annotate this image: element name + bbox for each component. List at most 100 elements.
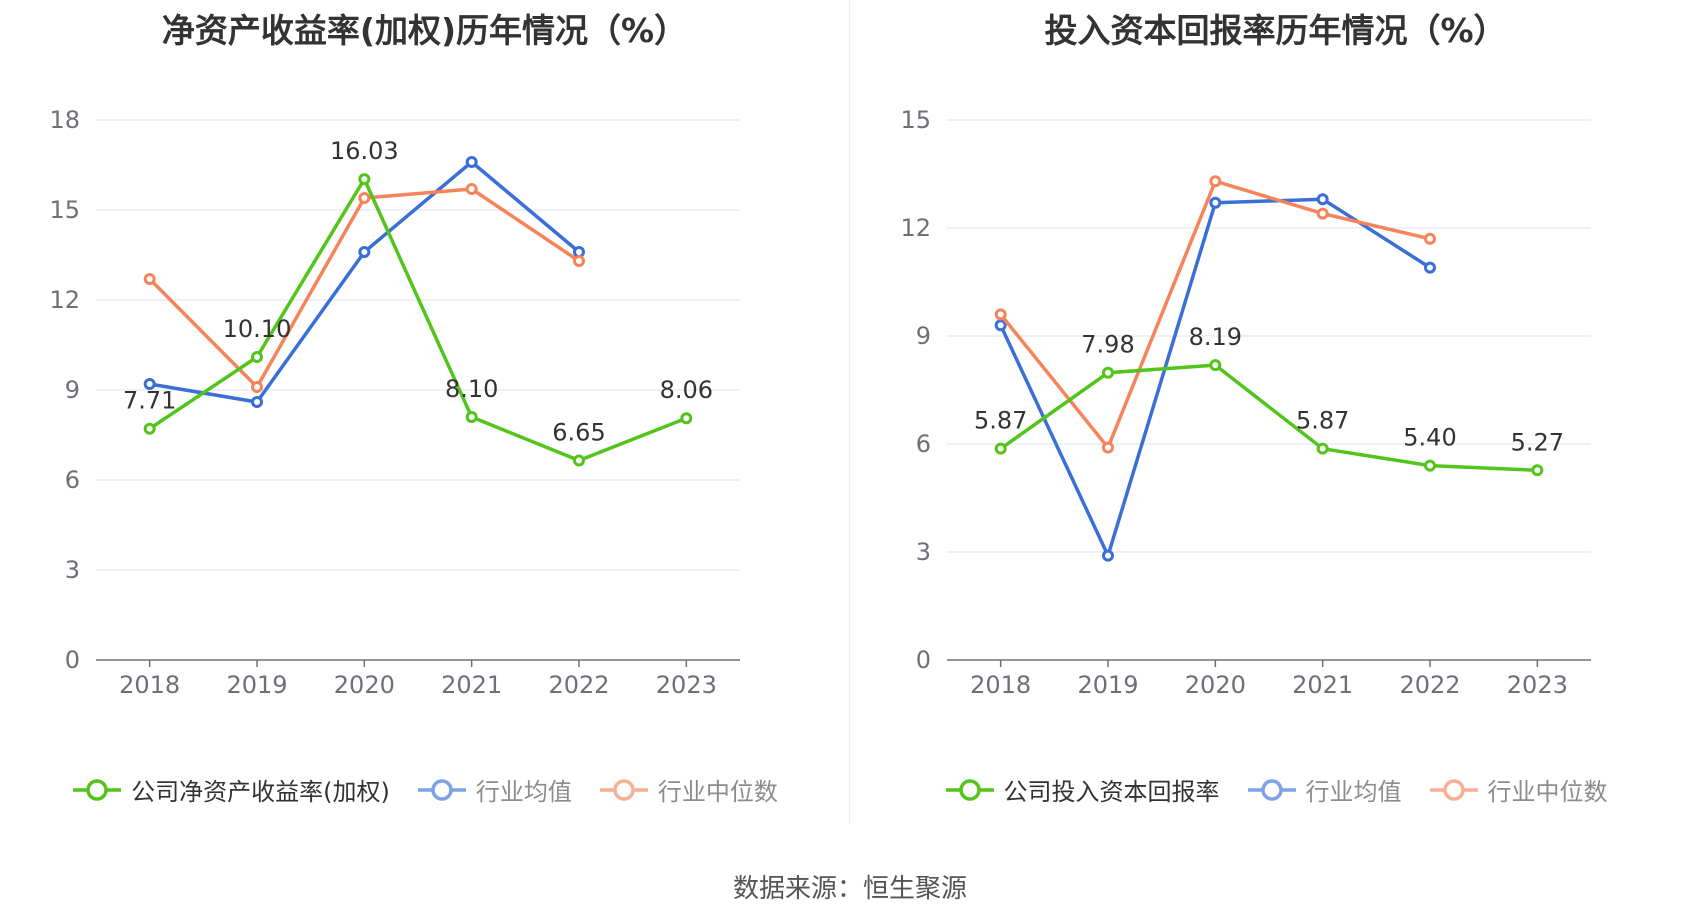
chart-legend: 公司净资产收益率(加权) 行业均值 行业中位数 — [0, 772, 849, 807]
data-point — [573, 454, 585, 467]
x-tick-label: 2019 — [1077, 671, 1138, 699]
legend-label: 行业中位数 — [1487, 778, 1608, 806]
data-label: 10.10 — [223, 315, 292, 343]
series-line — [999, 363, 1538, 473]
data-point — [1316, 193, 1329, 206]
data-point — [465, 183, 478, 195]
x-tick-label: 2021 — [441, 671, 502, 699]
data-label: 5.87 — [974, 407, 1027, 435]
data-point — [465, 156, 478, 168]
data-point — [358, 173, 371, 186]
data-point — [1316, 442, 1329, 455]
legend-circle — [431, 778, 453, 801]
y-tick-label: 15 — [49, 196, 80, 224]
legend-item[interactable]: 行业中位数 — [598, 772, 778, 807]
legend-line-circle-icon — [1429, 778, 1478, 801]
x-tick-label: 2022 — [1399, 671, 1460, 699]
legend-circle — [1442, 778, 1465, 801]
legend-line-circle-icon — [73, 778, 122, 801]
data-point — [1424, 459, 1436, 472]
x-tick-label: 2023 — [1507, 671, 1568, 699]
legend-circle — [1260, 778, 1283, 801]
data-label: 8.06 — [660, 376, 713, 404]
legend-line-circle-icon — [1247, 778, 1296, 801]
data-point — [1316, 207, 1329, 220]
data-point — [680, 412, 693, 425]
legend-line-circle-icon — [599, 778, 648, 801]
data-label: 5.27 — [1511, 428, 1564, 456]
data-point — [1102, 549, 1114, 562]
x-tick-label: 2018 — [970, 671, 1031, 699]
data-point — [573, 255, 585, 267]
x-tick-label: 2022 — [548, 671, 609, 699]
data-point — [1102, 366, 1114, 379]
legend-item[interactable]: 行业均值 — [1246, 772, 1402, 807]
data-point — [251, 381, 263, 393]
y-tick-label: 3 — [65, 556, 80, 584]
data-point — [1424, 261, 1436, 274]
data-point — [994, 308, 1007, 321]
roe-chart-svg: 0 3 6 9 12 15 18 2018 2019 2020 2021 2022 2023 7.71 10… — [49, 106, 740, 699]
series-line — [999, 179, 1431, 450]
data-label: 8.19 — [1189, 323, 1242, 351]
data-point — [358, 192, 371, 204]
legend-item[interactable]: 行业均值 — [416, 772, 572, 807]
y-tick-label: 6 — [65, 466, 80, 494]
data-label: 8.10 — [445, 375, 498, 403]
legend-item[interactable]: 公司净资产收益率(加权) — [71, 772, 390, 807]
x-tick-label: 2019 — [226, 671, 287, 699]
chart-legend: 公司投入资本回报率 行业均值 行业中位数 — [851, 772, 1700, 807]
data-point — [143, 378, 156, 390]
roic-chart-svg: 0 3 6 9 12 15 2018 2019 2020 2021 2022 2023 5.87 7.98… — [900, 106, 1591, 699]
y-tick-label: 6 — [916, 430, 931, 458]
panel-divider — [849, 0, 850, 825]
data-point — [1102, 441, 1114, 454]
legend-item[interactable]: 公司投入资本回报率 — [944, 772, 1220, 807]
data-point — [465, 411, 478, 423]
series-line — [148, 187, 580, 389]
x-tick-label: 2020 — [334, 671, 395, 699]
data-point — [994, 319, 1007, 332]
legend-circle — [958, 778, 981, 801]
y-tick-label: 3 — [916, 538, 931, 566]
legend-circle — [613, 778, 635, 801]
legend-label: 行业中位数 — [657, 778, 778, 806]
data-point — [251, 396, 263, 408]
x-tick-label: 2018 — [119, 671, 180, 699]
legend-circle — [86, 778, 108, 801]
roe-chart-panel: 净资产收益率(加权)历年情况（%） 0 3 6 9 12 15 18 2018 2019 2020… — [0, 0, 849, 830]
legend-label: 公司投入资本回报率 — [1003, 778, 1220, 806]
series-line — [148, 177, 687, 463]
y-tick-label: 0 — [916, 646, 931, 674]
x-tick-label: 2023 — [656, 671, 717, 699]
legend-label: 行业均值 — [475, 778, 572, 806]
chart-title: 净资产收益率(加权)历年情况（%） — [161, 11, 688, 50]
chart-title: 投入资本回报率历年情况（%） — [1044, 11, 1507, 50]
data-point — [1424, 232, 1436, 245]
data-label: 6.65 — [552, 419, 605, 447]
data-point — [251, 351, 263, 363]
source-note: 数据来源：恒生聚源 — [732, 874, 967, 904]
x-tick-label: 2020 — [1185, 671, 1246, 699]
data-point — [1209, 175, 1222, 188]
data-point — [994, 442, 1007, 455]
data-label: 16.03 — [330, 137, 399, 165]
data-point — [1209, 359, 1222, 372]
data-point — [1531, 464, 1544, 477]
data-point — [358, 246, 371, 258]
y-tick-label: 15 — [900, 106, 931, 134]
legend-item[interactable]: 行业中位数 — [1428, 772, 1608, 807]
legend-line-circle-icon — [417, 778, 466, 801]
legend-label: 行业均值 — [1305, 778, 1402, 806]
data-label: 5.40 — [1403, 424, 1456, 452]
data-point — [143, 422, 156, 435]
y-tick-label: 12 — [49, 286, 80, 314]
series-line — [999, 197, 1431, 558]
data-point — [1209, 196, 1222, 209]
legend-line-circle-icon — [945, 778, 994, 801]
data-label: 7.98 — [1081, 331, 1134, 359]
y-tick-label: 12 — [900, 214, 931, 242]
y-tick-label: 9 — [916, 322, 931, 350]
data-point — [143, 273, 156, 285]
roic-chart-panel: 投入资本回报率历年情况（%） 0 3 6 9 12 15 2018 2019 2020 2021 2… — [851, 0, 1700, 830]
